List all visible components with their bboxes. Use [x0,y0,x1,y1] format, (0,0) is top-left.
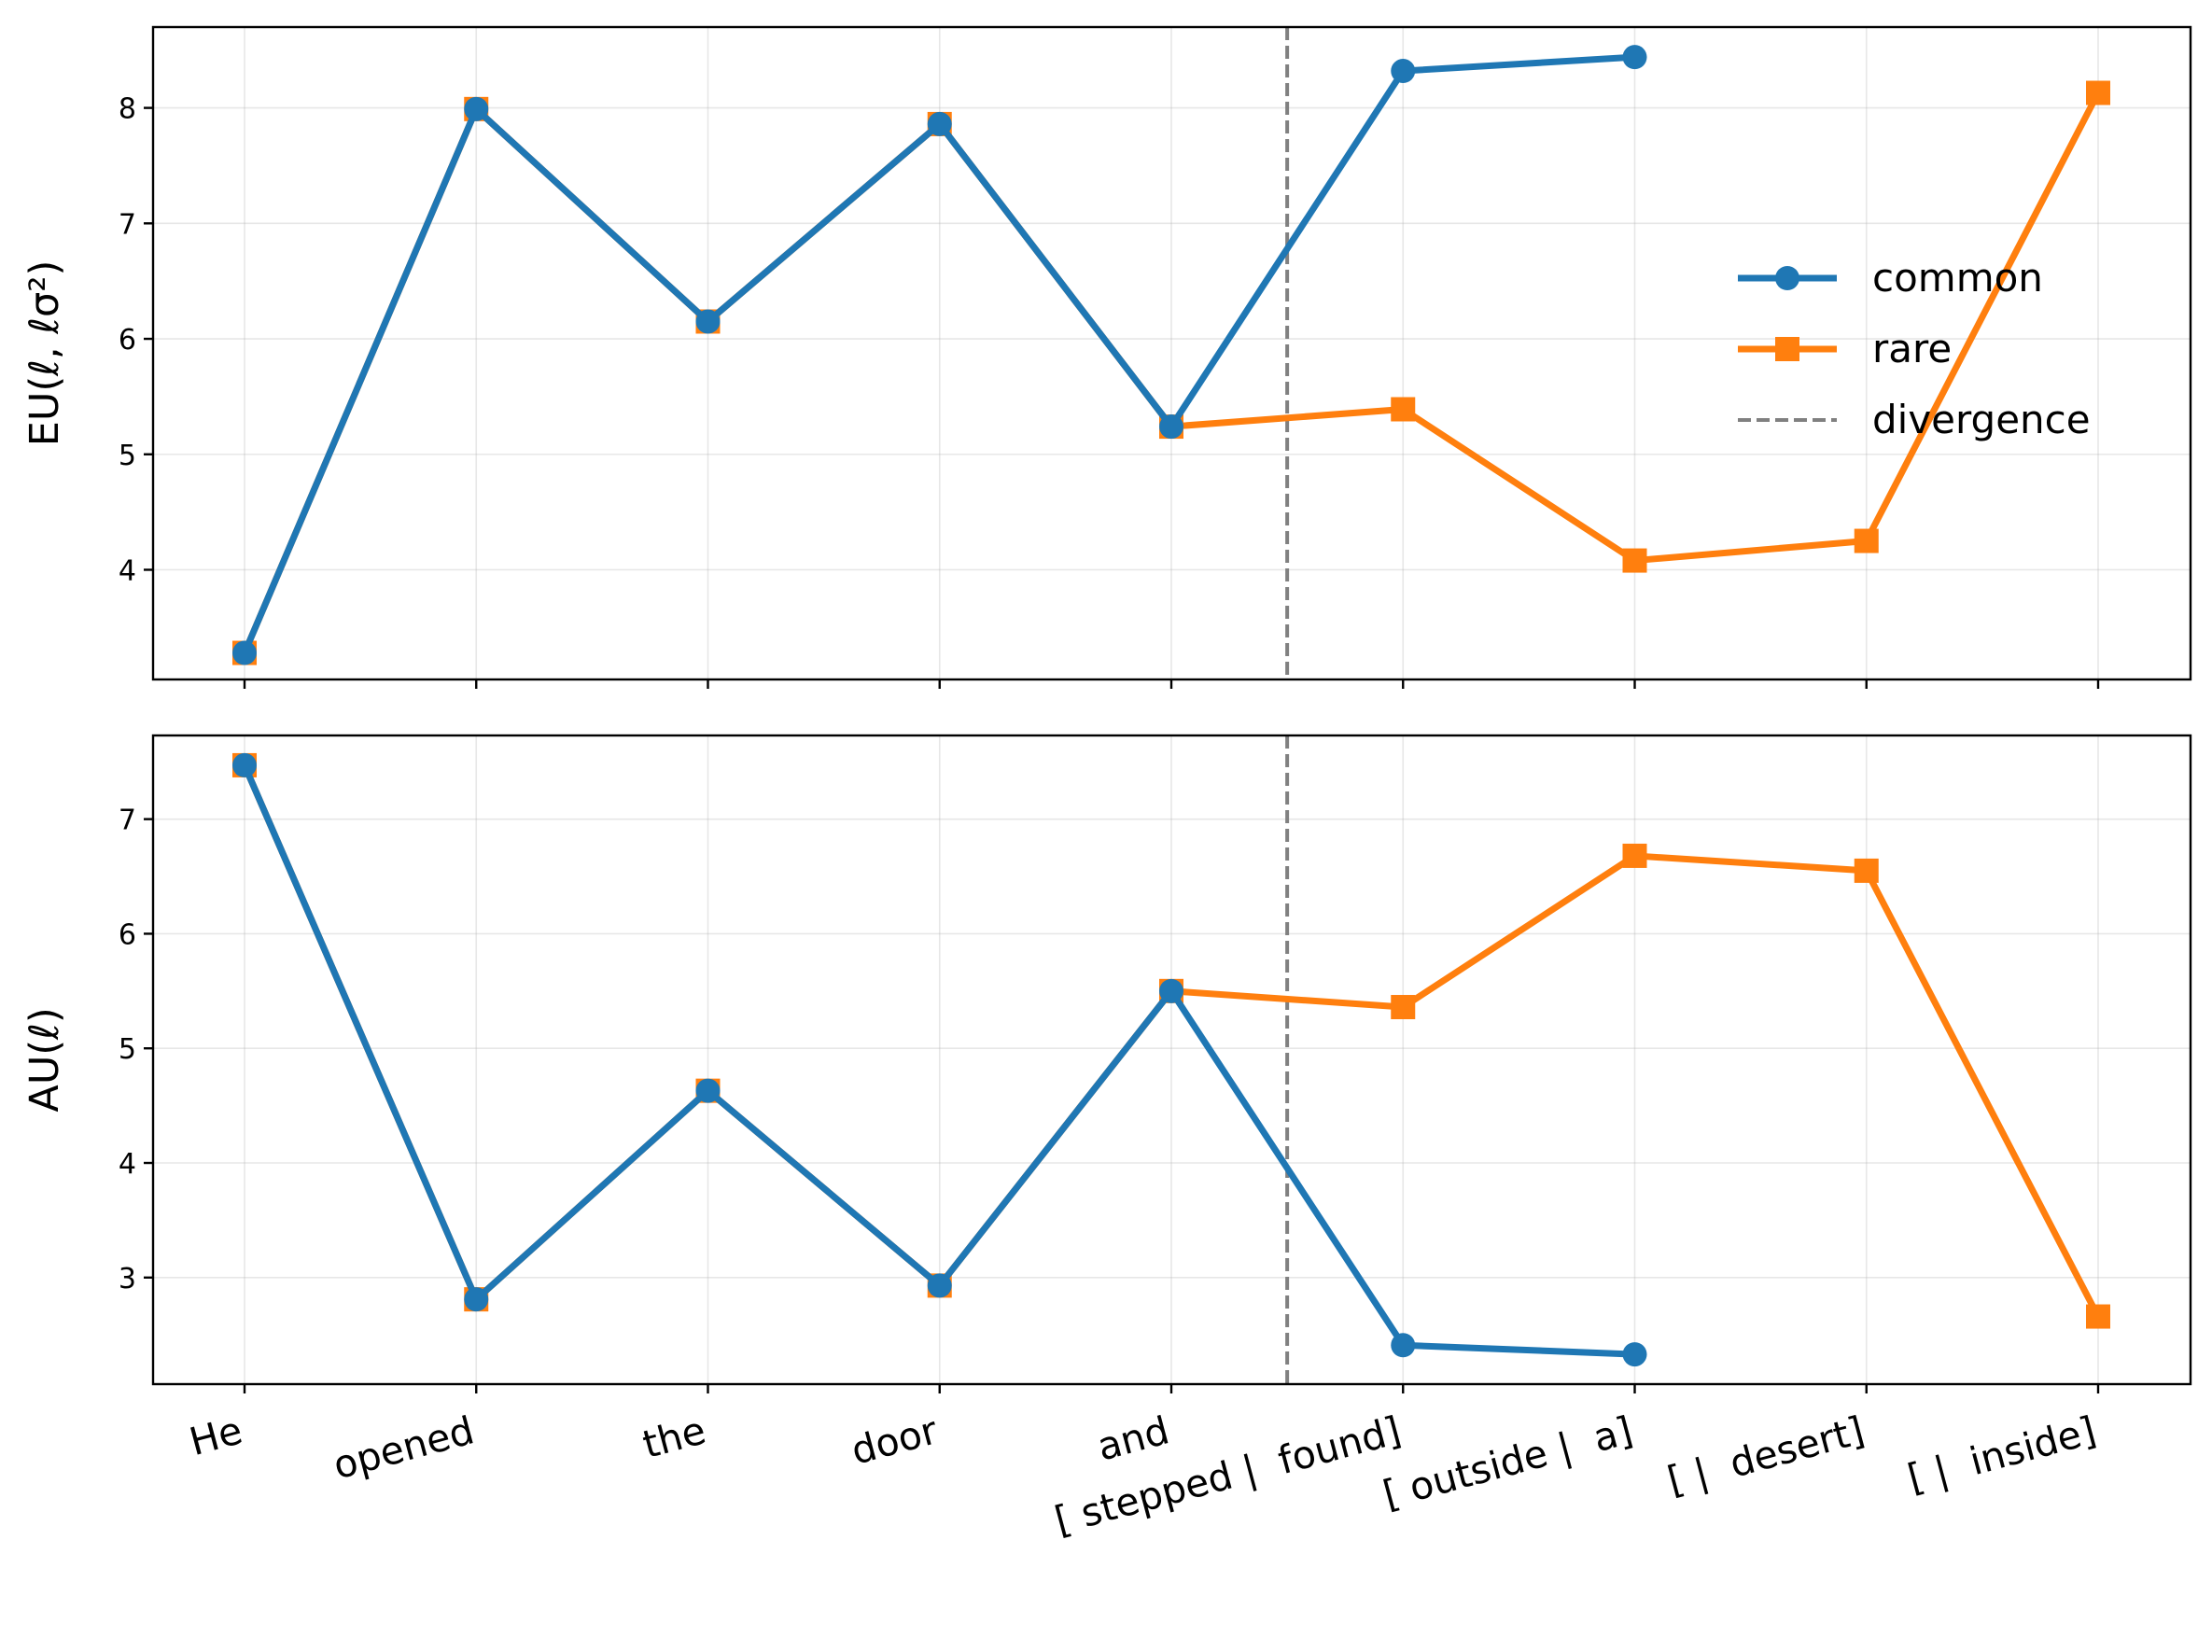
legend-common-marker [1775,266,1799,290]
eu-common-marker [927,111,952,136]
x-tick-label: [ outside | a] [1379,1407,1637,1517]
legend-divergence-label: divergence [1872,397,2091,442]
au-common-marker [232,752,257,777]
au-rare-marker [1854,858,1879,883]
au-ytick-label: 5 [119,1033,136,1066]
eu-common-marker [1622,45,1647,70]
au-panel: 3 4 5 6 7 AU(ℓ) [21,734,2192,1393]
au-ytick-label: 7 [119,805,136,837]
eu-rare-marker [1622,548,1647,573]
eu-ytick-label: 7 [119,208,136,241]
eu-common-marker [1159,414,1183,440]
x-tick-label: door [847,1407,942,1473]
au-y-axis-label: AU(ℓ) [21,1007,68,1112]
eu-y-axis-label: EU(ℓ, ℓσ²) [21,260,68,447]
au-common-marker [1391,1333,1416,1358]
au-common-marker [1159,978,1183,1003]
x-tick-label: He [185,1407,247,1464]
legend: common rare divergence [1738,255,2091,442]
au-rare-marker [2086,1304,2110,1329]
x-tick-labels: He opened the door and[ stepped | found][ ou… [185,1407,2101,1543]
au-ytick-label: 4 [119,1148,136,1181]
eu-rare-marker [1854,528,1879,553]
eu-ytick-label: 4 [119,554,136,587]
eu-ytick-label: 6 [119,324,136,357]
x-tick-label: [ | inside] [1903,1407,2101,1501]
au-rare-marker [1391,995,1416,1020]
eu-ytick-label: 5 [119,440,136,472]
au-common-marker [927,1273,952,1298]
eu-rare-marker [1391,397,1416,422]
au-rare-marker [1622,843,1647,868]
eu-ytick-label: 8 [119,93,136,126]
x-tick-label: and [1093,1407,1174,1469]
eu-panel: 4 5 6 7 8 EU(ℓ, ℓσ²) [21,25,2192,689]
au-common-marker [464,1287,489,1312]
legend-common-label: common [1872,255,2043,301]
eu-common-marker [232,640,257,665]
x-tick-label: opened [329,1407,479,1488]
legend-rare-label: rare [1872,326,1952,371]
eu-common-marker [695,309,721,334]
au-common-marker [1622,1342,1647,1367]
au-common-marker [695,1078,721,1103]
legend-rare-marker [1775,337,1799,361]
eu-common-marker [464,96,489,121]
eu-rare-marker [2086,80,2110,105]
eu-common-marker [1391,59,1416,84]
au-ytick-label: 6 [119,918,136,951]
x-tick-label: [ | desert] [1663,1407,1869,1503]
au-ytick-label: 3 [119,1263,136,1295]
x-tick-label: the [638,1407,710,1467]
